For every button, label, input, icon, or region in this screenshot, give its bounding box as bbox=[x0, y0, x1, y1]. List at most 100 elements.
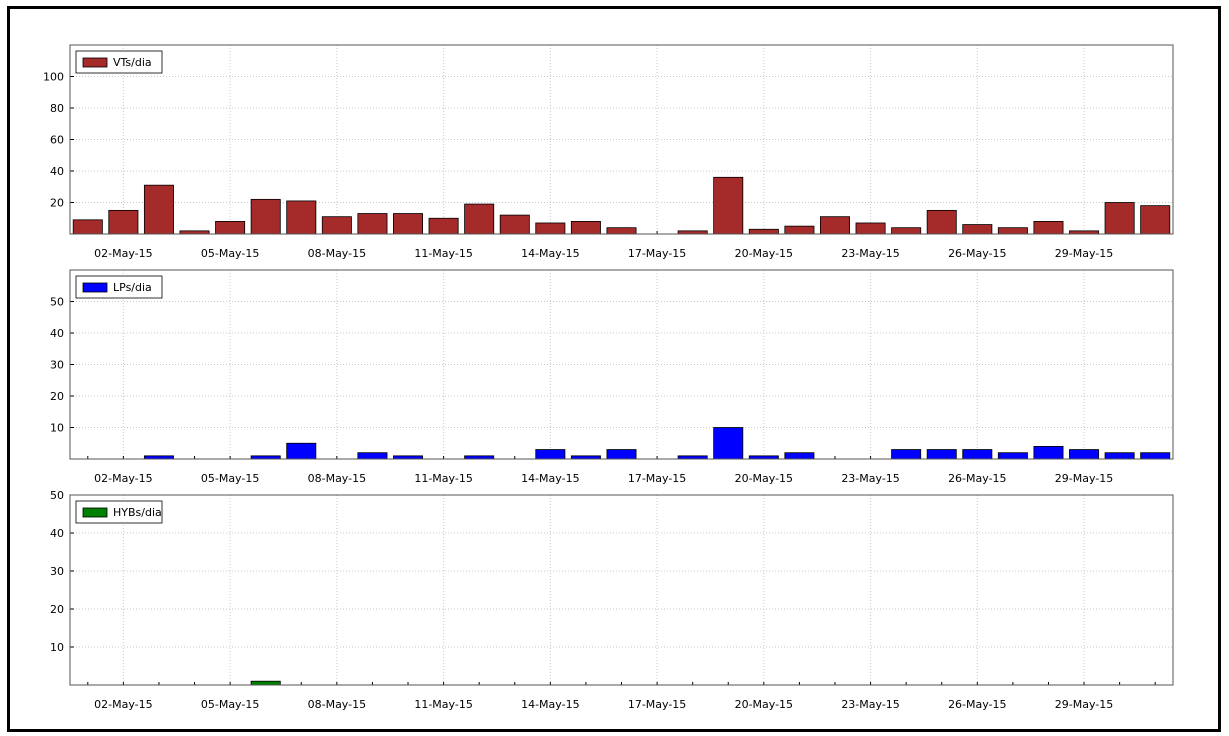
bar bbox=[1104, 452, 1135, 460]
y-tick-label: 30 bbox=[50, 359, 64, 372]
y-tick-label: 60 bbox=[50, 134, 64, 147]
bar bbox=[855, 222, 886, 235]
x-tick-label: 08-May-15 bbox=[308, 698, 366, 711]
bar bbox=[1104, 202, 1135, 235]
chart-panel-3: 10 20 30 40 50 02-May-15 05-May-15 08-May-15 11-… bbox=[50, 489, 1174, 711]
x-tick-label: 02-May-15 bbox=[94, 698, 152, 711]
x-tick-label: 02-May-15 bbox=[94, 472, 152, 485]
axes-frame bbox=[69, 269, 1174, 460]
y-tick-label: 40 bbox=[50, 165, 64, 178]
legend-box bbox=[75, 50, 163, 74]
legend-label: HYBs/dia bbox=[113, 506, 162, 519]
bar bbox=[1069, 449, 1100, 460]
x-tick-label: 14-May-15 bbox=[521, 472, 579, 485]
bar bbox=[250, 680, 281, 686]
bar bbox=[926, 449, 957, 460]
x-tick-label: 05-May-15 bbox=[201, 698, 259, 711]
chart-panel-1: 20 40 60 80 100 02-May-15 05-May-15 08-May-15 11… bbox=[43, 44, 1174, 260]
bar bbox=[962, 449, 993, 460]
x-tick-label: 29-May-15 bbox=[1055, 247, 1113, 260]
x-tick-label: 17-May-15 bbox=[628, 472, 686, 485]
bar bbox=[499, 214, 530, 235]
bar bbox=[72, 219, 103, 235]
y-tick-label: 50 bbox=[50, 489, 64, 502]
x-tick-label: 05-May-15 bbox=[201, 472, 259, 485]
bar bbox=[535, 222, 566, 235]
bar bbox=[570, 220, 601, 235]
x-tick-label: 20-May-15 bbox=[735, 698, 793, 711]
legend-swatch bbox=[82, 57, 108, 68]
x-tick-label: 14-May-15 bbox=[521, 698, 579, 711]
bar bbox=[286, 442, 317, 460]
bar bbox=[713, 427, 744, 460]
bar bbox=[286, 200, 317, 235]
x-tick-label: 23-May-15 bbox=[841, 698, 899, 711]
bar bbox=[748, 228, 779, 235]
legend-label: LPs/dia bbox=[113, 281, 152, 294]
bar bbox=[357, 213, 388, 235]
legend-label: VTs/dia bbox=[113, 56, 152, 69]
legend-box bbox=[75, 275, 163, 299]
x-tick-label: 20-May-15 bbox=[735, 247, 793, 260]
x-tick-label: 23-May-15 bbox=[841, 247, 899, 260]
x-tick-label: 08-May-15 bbox=[308, 247, 366, 260]
bar bbox=[108, 209, 139, 235]
y-tick-label: 20 bbox=[50, 390, 64, 403]
x-tick-label: 02-May-15 bbox=[94, 247, 152, 260]
y-tick-label: 20 bbox=[50, 603, 64, 616]
bar bbox=[1140, 205, 1171, 235]
bar bbox=[997, 452, 1028, 460]
bar bbox=[926, 209, 957, 235]
bar bbox=[393, 213, 424, 235]
axes-frame bbox=[69, 494, 1174, 686]
bar bbox=[535, 449, 566, 460]
y-tick-label: 30 bbox=[50, 565, 64, 578]
bar bbox=[606, 227, 637, 235]
bar bbox=[321, 216, 352, 235]
bar bbox=[820, 216, 850, 235]
x-tick-label: 05-May-15 bbox=[201, 247, 259, 260]
x-tick-label: 29-May-15 bbox=[1055, 698, 1113, 711]
x-tick-label: 26-May-15 bbox=[948, 698, 1006, 711]
x-tick-label: 26-May-15 bbox=[948, 472, 1006, 485]
bar bbox=[428, 217, 459, 235]
y-tick-label: 100 bbox=[43, 71, 64, 84]
bar bbox=[784, 452, 815, 460]
x-tick-label: 08-May-15 bbox=[308, 472, 366, 485]
bar bbox=[997, 227, 1028, 235]
bar bbox=[962, 224, 993, 235]
plot-area bbox=[70, 495, 1173, 685]
y-tick-label: 10 bbox=[50, 641, 64, 654]
bar bbox=[891, 227, 922, 235]
bar bbox=[143, 184, 174, 235]
x-tick-label: 11-May-15 bbox=[414, 247, 472, 260]
x-tick-label: 23-May-15 bbox=[841, 472, 899, 485]
y-tick-label: 40 bbox=[50, 327, 64, 340]
legend-swatch bbox=[82, 282, 108, 293]
bar bbox=[784, 225, 815, 235]
bar bbox=[250, 198, 281, 235]
bar bbox=[1033, 220, 1064, 235]
y-tick-label: 80 bbox=[50, 102, 64, 115]
bar bbox=[713, 176, 744, 235]
chart-panel-2: 10 20 30 40 50 02-May-15 05-May-15 08-May-15 11-… bbox=[50, 269, 1174, 485]
bar bbox=[1140, 452, 1171, 460]
bar bbox=[357, 452, 388, 460]
x-tick-label: 11-May-15 bbox=[414, 698, 472, 711]
y-tick-label: 20 bbox=[50, 197, 64, 210]
bar bbox=[1033, 445, 1064, 460]
bar bbox=[606, 449, 637, 460]
x-tick-label: 26-May-15 bbox=[948, 247, 1006, 260]
bar bbox=[891, 449, 922, 460]
legend-swatch bbox=[82, 507, 108, 518]
y-tick-label: 50 bbox=[50, 296, 64, 309]
axes-frame bbox=[69, 44, 1174, 235]
bar bbox=[215, 220, 246, 235]
y-tick-label: 10 bbox=[50, 422, 64, 435]
x-tick-label: 20-May-15 bbox=[735, 472, 793, 485]
x-tick-label: 29-May-15 bbox=[1055, 472, 1113, 485]
y-tick-label: 40 bbox=[50, 527, 64, 540]
x-tick-label: 17-May-15 bbox=[628, 247, 686, 260]
x-tick-label: 11-May-15 bbox=[414, 472, 472, 485]
